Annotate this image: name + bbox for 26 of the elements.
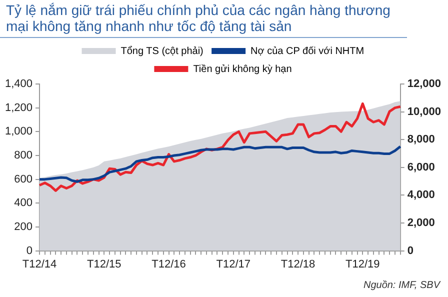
y2-tick-label: 8,000 [407, 134, 435, 146]
y-tick-label: 1,000 [4, 126, 33, 138]
y-tick-label: 0 [26, 244, 33, 257]
text: Nguồn: IMF, SBV [363, 280, 440, 291]
x-tick-label: T12/16 [152, 258, 186, 270]
legend-label: Tiền gửi không kỳ hạn [193, 64, 292, 75]
y-tick-label: 1,400 [4, 78, 33, 90]
x-tick-label: T12/19 [346, 258, 380, 270]
y2-tick-label: 12,000 [407, 78, 442, 90]
y2-tick-label: 4,000 [407, 189, 435, 202]
x-tick-label: T12/17 [216, 258, 251, 270]
y-tick-label: 400 [14, 197, 33, 210]
y-tick-label: 1,200 [4, 102, 33, 114]
y2-tick-label: 10,000 [407, 106, 442, 118]
chart-title: Tỷ lệ nắm giữ trái phiếu chính phủ của các ngân hàng thương mại không tăng nhanh như tốc độ tăng tài sản [0, 0, 407, 38]
x-tick-label: T12/15 [87, 258, 122, 270]
y-tick-label: 600 [14, 173, 33, 186]
y2-tick-label: 0 [407, 244, 414, 257]
x-tick-label: T12/18 [280, 258, 316, 270]
y-tick-label: 800 [14, 150, 33, 162]
y2-tick-label: 6,000 [407, 161, 435, 174]
y2-tick-label: 2,000 [407, 217, 435, 230]
y-tick-label: 200 [14, 221, 33, 234]
legend-label: Nợ của CP đối với NHTM [250, 46, 364, 57]
x-tick-label: T12/14 [22, 258, 57, 270]
legend-label: Tổng TS (cột phải) [120, 44, 204, 57]
